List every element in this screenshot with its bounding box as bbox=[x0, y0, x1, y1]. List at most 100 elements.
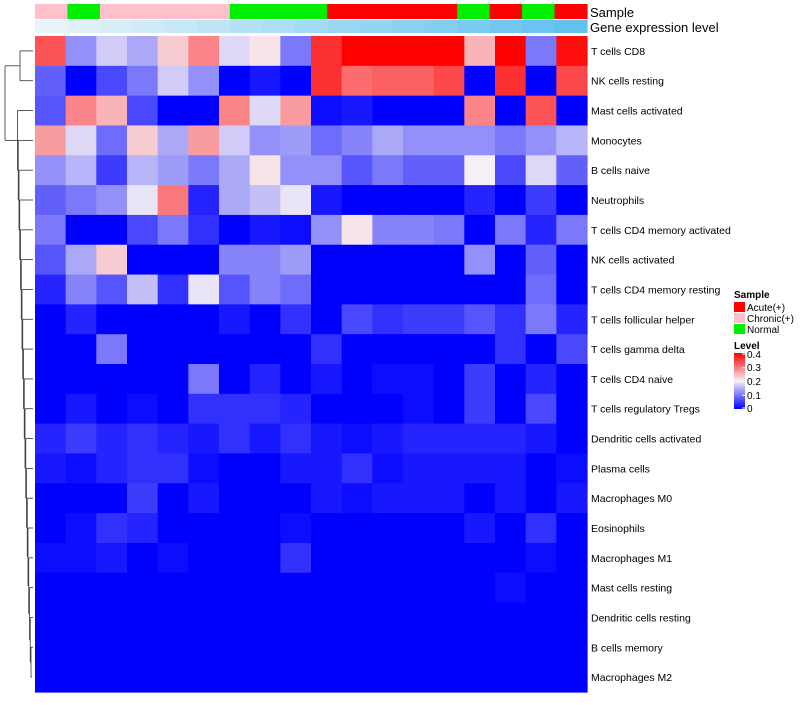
legend-label-chronic: Chronic(+) bbox=[747, 314, 794, 325]
heatmap-cell bbox=[219, 304, 251, 335]
sample-annotation-cell bbox=[35, 4, 69, 19]
heatmap-cell bbox=[219, 364, 251, 395]
sample-annotation-cell bbox=[132, 4, 166, 19]
heatmap-cell bbox=[280, 65, 312, 97]
heatmap-cell bbox=[495, 125, 527, 156]
heatmap-cell bbox=[280, 602, 312, 633]
heatmap-cell bbox=[311, 244, 343, 276]
sample-annotation-cell bbox=[554, 4, 588, 19]
heatmap-cell bbox=[464, 304, 496, 335]
heatmap-cell bbox=[311, 572, 343, 604]
heatmap-cell bbox=[35, 453, 67, 484]
heatmap-cell bbox=[372, 393, 404, 425]
heatmap-cell bbox=[157, 125, 189, 156]
heatmap-cell bbox=[35, 185, 67, 216]
legend-label-acute: Acute(+) bbox=[747, 303, 785, 314]
annotation-tracks bbox=[35, 4, 588, 33]
expression-annotation-cell bbox=[327, 20, 361, 33]
heatmap-cell bbox=[188, 632, 220, 663]
heatmap-cell bbox=[495, 602, 527, 633]
expression-annotation-cell bbox=[359, 20, 393, 33]
heatmap-cell bbox=[157, 274, 189, 305]
heatmap-cell bbox=[403, 244, 435, 276]
heatmap-cell bbox=[525, 304, 557, 335]
heatmap-cell bbox=[372, 65, 404, 97]
heatmap-cell bbox=[35, 364, 67, 395]
row-label: T cells CD4 memory activated bbox=[591, 225, 731, 237]
heatmap-cell bbox=[403, 155, 435, 186]
heatmap-cell bbox=[495, 632, 527, 663]
heatmap-cell bbox=[280, 334, 312, 365]
heatmap-cell bbox=[35, 95, 67, 127]
heatmap-cell bbox=[403, 393, 435, 425]
heatmap-cell bbox=[35, 155, 67, 186]
heatmap-cell bbox=[311, 95, 343, 127]
heatmap-cell bbox=[403, 572, 435, 604]
heatmap-cell bbox=[96, 662, 128, 693]
heatmap-cell bbox=[341, 602, 373, 633]
heatmap-cell bbox=[219, 214, 251, 246]
sample-annotation-cell bbox=[99, 4, 134, 19]
heatmap-cell bbox=[219, 483, 251, 514]
heatmap-cell bbox=[311, 364, 343, 395]
heatmap-cell bbox=[433, 36, 465, 67]
heatmap-cell bbox=[556, 602, 588, 633]
level-tick-label: 0.3 bbox=[747, 363, 761, 374]
heatmap-cell bbox=[372, 274, 404, 305]
heatmap-cell bbox=[311, 155, 343, 186]
heatmap-cell bbox=[495, 185, 527, 216]
heatmap-cell bbox=[433, 572, 465, 604]
heatmap-cell bbox=[280, 244, 312, 276]
level-tick-label: 0.2 bbox=[747, 377, 761, 388]
expression-annotation-cell bbox=[554, 20, 588, 33]
heatmap-cell bbox=[219, 244, 251, 276]
heatmap-cell bbox=[433, 423, 465, 455]
heatmap-cell bbox=[219, 125, 251, 156]
heatmap-cell bbox=[35, 304, 67, 335]
heatmap-cell bbox=[157, 393, 189, 425]
heatmap-cell bbox=[280, 125, 312, 156]
heatmap-cell bbox=[65, 36, 97, 67]
row-label: Monocytes bbox=[591, 135, 642, 147]
heatmap-cell bbox=[556, 155, 588, 186]
expression-annotation-cell bbox=[424, 20, 458, 33]
row-label: B cells memory bbox=[591, 642, 664, 654]
heatmap-cell bbox=[464, 95, 496, 127]
heatmap-cell bbox=[35, 274, 67, 305]
heatmap-cell bbox=[403, 662, 435, 693]
heatmap-cell bbox=[556, 423, 588, 455]
heatmap-cell bbox=[433, 513, 465, 544]
heatmap-cell bbox=[65, 304, 97, 335]
heatmap-cell bbox=[188, 304, 220, 335]
heatmap-cell bbox=[127, 334, 159, 365]
row-label: B cells naive bbox=[591, 165, 650, 177]
sample-annotation-cell bbox=[197, 4, 231, 19]
heatmap-cell bbox=[341, 453, 373, 484]
heatmap-cell bbox=[525, 513, 557, 544]
heatmap-cell bbox=[556, 274, 588, 305]
heatmap-cell bbox=[464, 662, 496, 693]
heatmap-cell bbox=[127, 214, 159, 246]
heatmap-cell bbox=[556, 662, 588, 693]
row-label: Macrophages M2 bbox=[591, 672, 672, 684]
heatmap-cell bbox=[433, 602, 465, 633]
heatmap-cell bbox=[433, 214, 465, 246]
heatmap-cell bbox=[556, 95, 588, 127]
heatmap-cell bbox=[403, 65, 435, 97]
heatmap-cell bbox=[403, 95, 435, 127]
heatmap-cell bbox=[464, 334, 496, 365]
heatmap-cell bbox=[219, 662, 251, 693]
heatmap-cell bbox=[96, 542, 128, 574]
heatmap-cell bbox=[35, 65, 67, 97]
heatmap-cell bbox=[372, 513, 404, 544]
heatmap-cell bbox=[433, 65, 465, 97]
heatmap-cell bbox=[525, 214, 557, 246]
heatmap-cell bbox=[403, 542, 435, 574]
heatmap-cell bbox=[249, 662, 281, 693]
heatmap-cell bbox=[65, 125, 97, 156]
heatmap-cell bbox=[188, 393, 220, 425]
heatmap-cell bbox=[433, 632, 465, 663]
expression-annotation-cell bbox=[262, 20, 296, 33]
heatmap-cell bbox=[188, 274, 220, 305]
heatmap-cell bbox=[188, 572, 220, 604]
